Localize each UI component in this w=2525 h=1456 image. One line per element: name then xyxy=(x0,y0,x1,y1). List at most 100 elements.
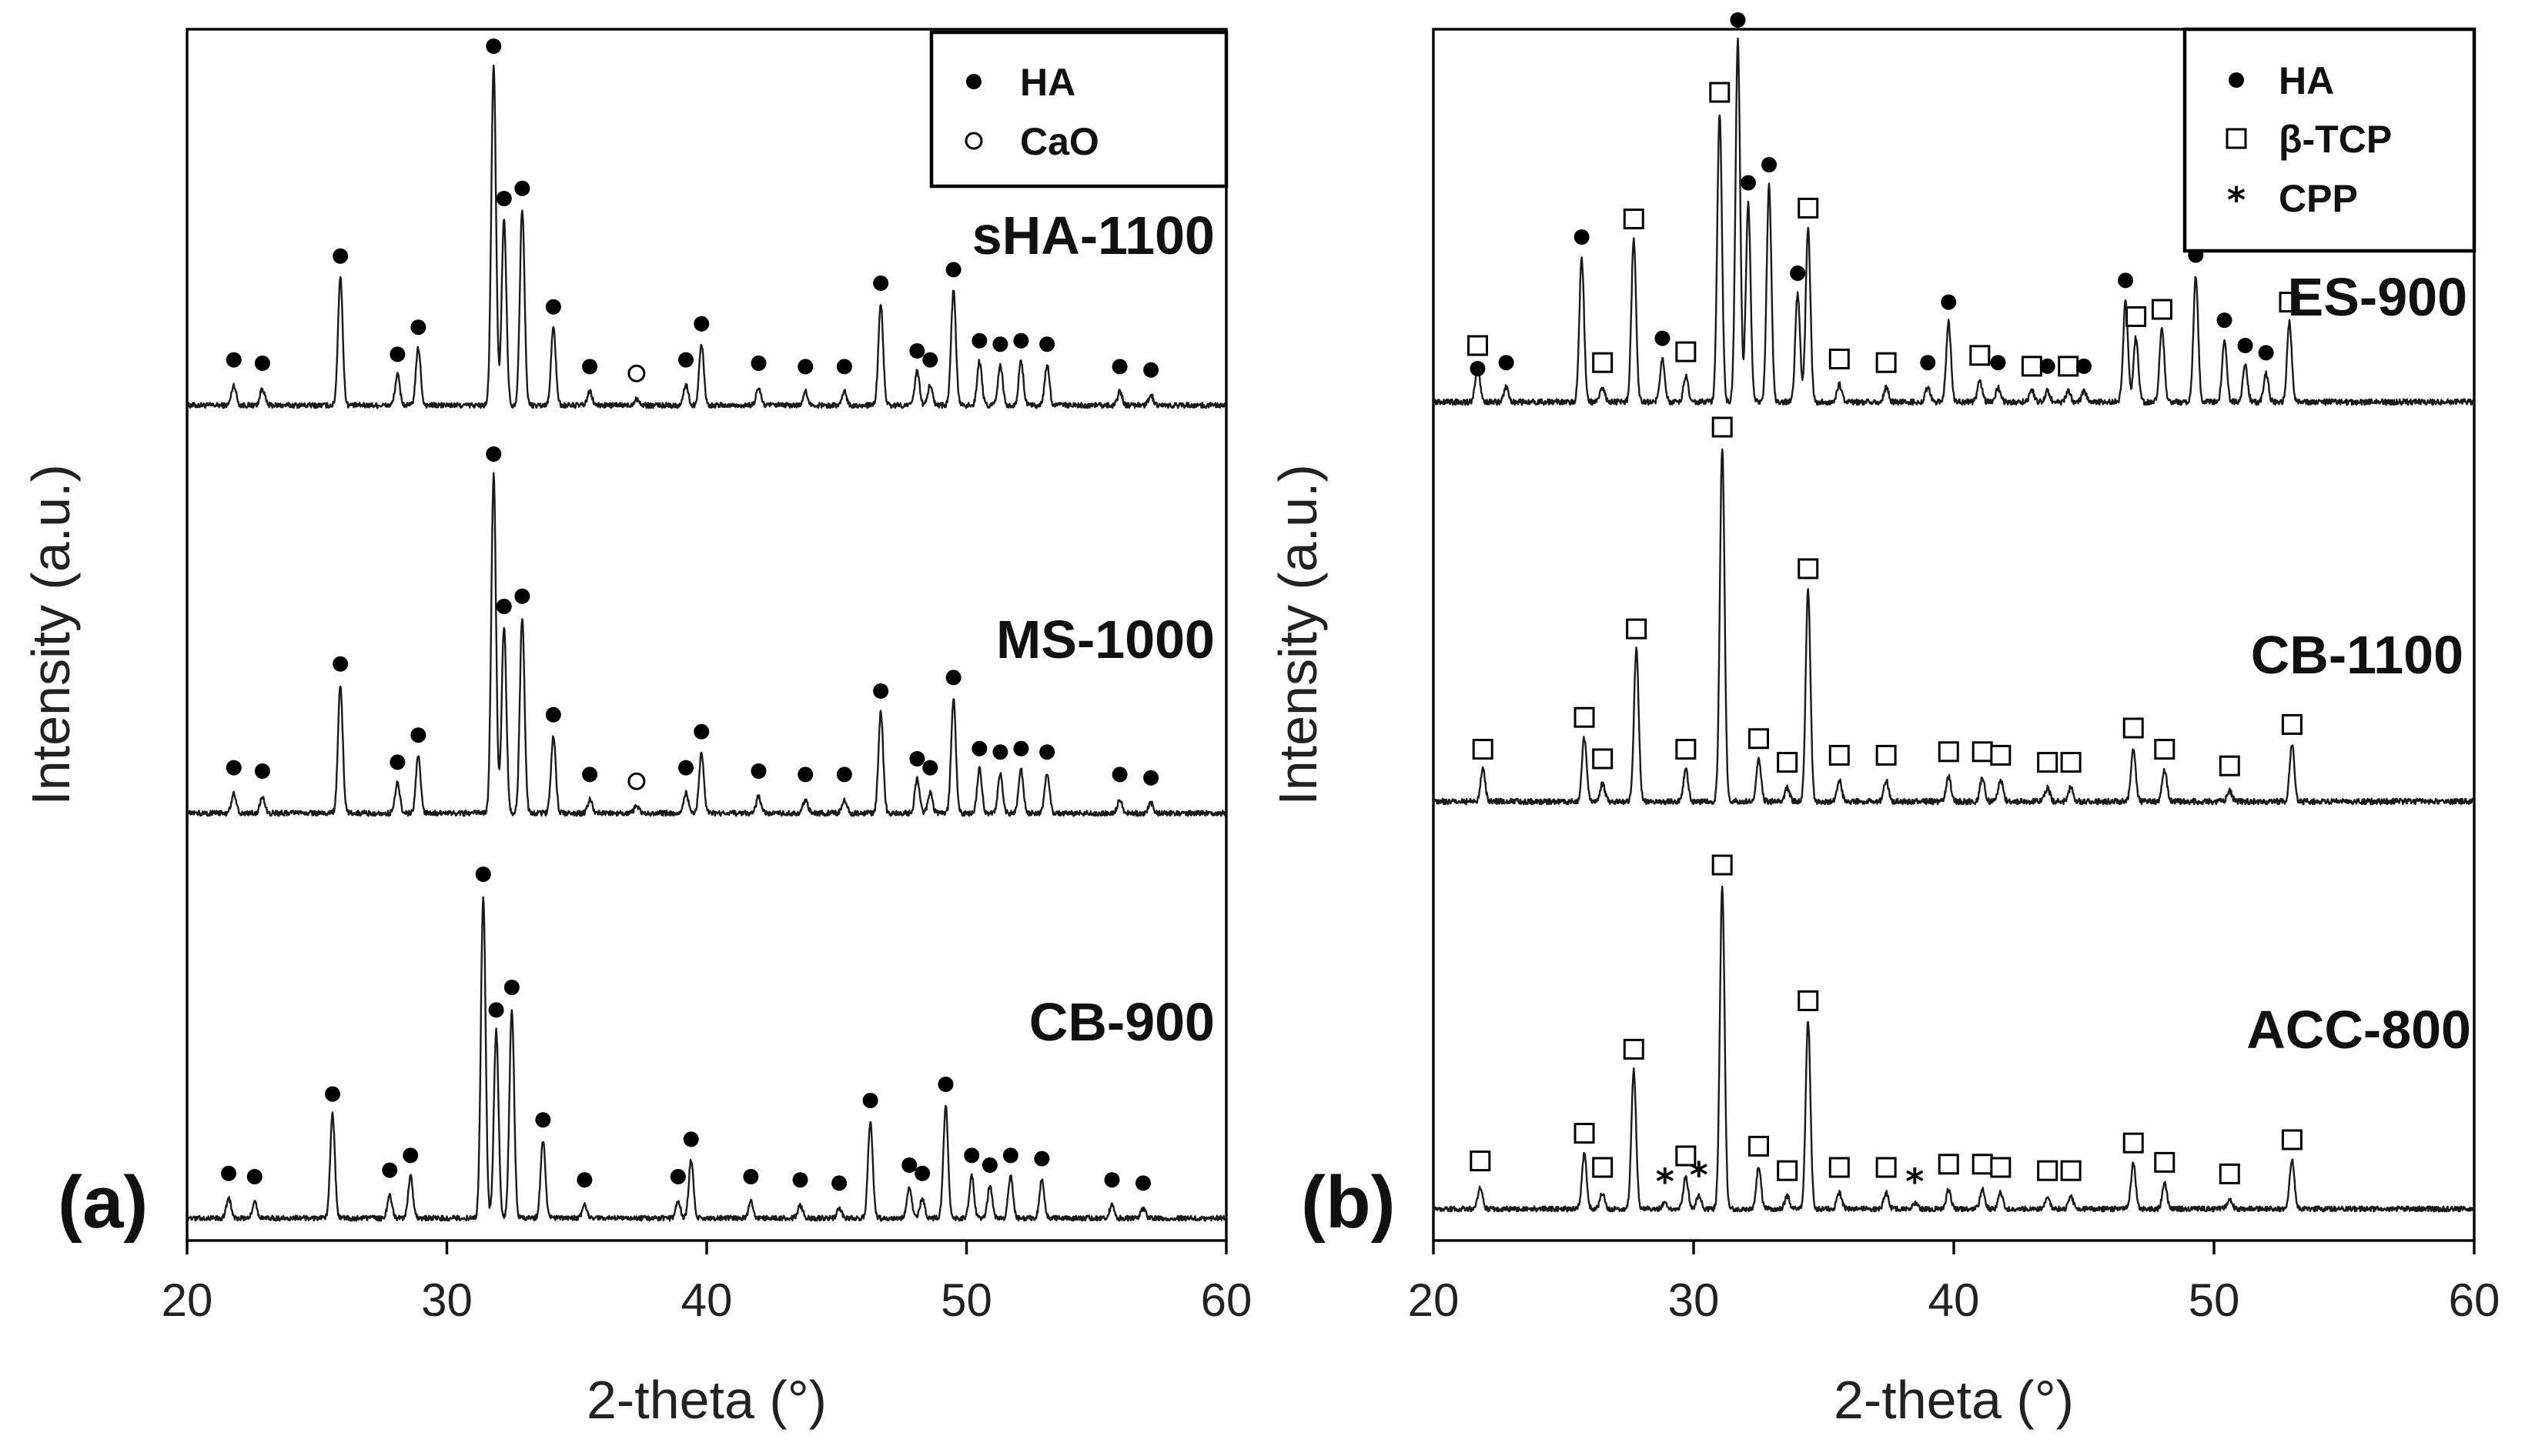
peak-marker-ha xyxy=(798,359,814,375)
legend-open-square-icon xyxy=(2226,128,2247,149)
peak-marker-ha xyxy=(694,723,710,740)
peak-marker-beta-tcp xyxy=(1709,82,1731,103)
peak-marker-ha xyxy=(545,706,561,723)
peak-marker-beta-tcp xyxy=(2060,1160,2082,1181)
legend-a: HA CaO xyxy=(929,30,1229,189)
peak-marker-ha xyxy=(862,1093,878,1108)
peak-marker-ha xyxy=(1920,355,1936,371)
peak-marker-beta-tcp xyxy=(2279,292,2300,313)
peak-marker-beta-tcp xyxy=(1472,739,1493,760)
peak-marker-beta-tcp xyxy=(2060,752,2082,773)
peak-marker-beta-tcp xyxy=(2281,713,2303,735)
peak-marker-ha xyxy=(694,316,710,332)
trace-cb-1100 xyxy=(1432,448,2476,806)
series-label-sha-1100: sHA-1100 xyxy=(972,205,1215,265)
peak-marker-cao xyxy=(627,364,646,382)
peak-marker-ha xyxy=(2237,338,2253,353)
peak-marker-ha xyxy=(831,1175,848,1191)
peak-marker-beta-tcp xyxy=(1798,990,1819,1011)
peak-marker-ha xyxy=(743,1169,759,1184)
peak-marker-ha xyxy=(1039,744,1055,760)
peak-marker-ha xyxy=(922,760,938,776)
peak-marker-beta-tcp xyxy=(1990,1157,2012,1178)
peak-marker-ha xyxy=(333,248,349,264)
peak-marker-beta-tcp xyxy=(1592,352,1614,373)
peak-marker-ha xyxy=(683,1131,699,1147)
peak-markers-a xyxy=(221,38,1159,1191)
peak-marker-beta-tcp xyxy=(1972,741,1993,763)
x-ticks-a: 20 30 40 50 60 xyxy=(162,1241,1252,1326)
peak-marker-ha xyxy=(254,356,270,371)
legend-label-ha: HA xyxy=(1020,61,1075,104)
x-tick-label: 40 xyxy=(1928,1274,1980,1326)
peak-marker-ha xyxy=(496,599,512,614)
peak-marker-ha xyxy=(1790,265,1806,281)
peak-marker-ha xyxy=(1034,1150,1050,1167)
x-tick-label: 20 xyxy=(162,1274,213,1326)
peak-marker-ha xyxy=(992,336,1008,352)
peak-marker-ha xyxy=(1498,355,1514,371)
x-axis-label-b: 2-theta (°) xyxy=(1834,1370,2074,1430)
peak-marker-ha xyxy=(390,754,406,770)
peak-marker-beta-tcp xyxy=(1875,352,1897,373)
peak-marker-beta-tcp xyxy=(1875,744,1897,766)
peak-marker-ha xyxy=(221,1165,236,1181)
peak-marker-ha xyxy=(751,763,767,779)
peak-marker-ha xyxy=(1135,1175,1151,1191)
peak-marker-beta-tcp xyxy=(2058,356,2079,377)
peak-marker-beta-tcp xyxy=(1938,741,1959,763)
x-tick-label: 50 xyxy=(2189,1274,2240,1326)
peak-marker-cao xyxy=(627,772,646,790)
peak-marker-beta-tcp xyxy=(1626,618,1647,640)
legend-label-beta-tcp: β-TCP xyxy=(2279,118,2392,161)
x-tick-label: 60 xyxy=(1201,1274,1252,1326)
peak-marker-ha xyxy=(382,1162,398,1178)
peak-marker-ha xyxy=(836,766,852,783)
peak-marker-beta-tcp xyxy=(1828,1157,1850,1178)
peak-markers-b: * * * xyxy=(1467,12,2303,1203)
traces-a xyxy=(186,64,1228,1222)
peak-marker-ha xyxy=(873,683,889,699)
legend-label-cao: CaO xyxy=(1020,120,1099,163)
peak-marker-beta-tcp xyxy=(2219,755,2240,776)
peak-marker-beta-tcp xyxy=(1828,349,1850,369)
x-tick-label: 30 xyxy=(1668,1274,1720,1326)
trace-ms-1000 xyxy=(186,472,1228,817)
peak-marker-beta-tcp xyxy=(1938,1154,1959,1175)
peak-marker-ha xyxy=(545,299,561,315)
peak-marker-ha xyxy=(486,446,502,462)
series-label-es-900: ES-900 xyxy=(2288,267,2467,327)
peak-marker-ha xyxy=(2039,358,2055,374)
panel-b: * * * ES-900 CB-1100 ACC-800 HA β-TCP * CP… xyxy=(1268,12,2500,1430)
peak-marker-ha xyxy=(1740,175,1756,191)
y-axis-label-b: Intensity (a.u.) xyxy=(1268,464,1328,806)
peak-marker-ha xyxy=(964,1147,980,1164)
peak-marker-ha xyxy=(901,1157,918,1173)
peak-marker-beta-tcp xyxy=(2219,1163,2240,1184)
peak-marker-ha xyxy=(1143,362,1159,378)
x-tick-label: 50 xyxy=(941,1274,992,1326)
peak-marker-ha xyxy=(1013,332,1029,349)
peak-marker-ha xyxy=(982,1157,998,1173)
legend-box-a xyxy=(929,30,1229,189)
peak-marker-beta-tcp xyxy=(1711,854,1733,876)
peak-marker-beta-tcp xyxy=(2125,306,2147,327)
peak-marker-ha xyxy=(582,766,598,783)
trace-sha-1100 xyxy=(186,64,1227,409)
peak-marker-ha xyxy=(226,352,242,368)
peak-marker-ha xyxy=(390,346,406,362)
peak-marker-ha xyxy=(486,38,502,54)
peak-marker-ha xyxy=(945,670,962,686)
peak-marker-ha xyxy=(1941,294,1957,310)
peak-marker-ha xyxy=(1761,157,1778,172)
peak-marker-beta-tcp xyxy=(1972,1154,1993,1175)
x-axis-label-a: 2-theta (°) xyxy=(587,1370,827,1430)
peak-marker-ha xyxy=(503,980,520,995)
peak-marker-beta-tcp xyxy=(2021,356,2042,377)
peak-marker-beta-tcp xyxy=(1777,1160,1798,1181)
peak-marker-ha xyxy=(410,319,426,336)
peak-marker-beta-tcp xyxy=(1748,1135,1769,1157)
panel-label-b: (b) xyxy=(1301,1161,1396,1244)
peak-marker-ha xyxy=(1013,740,1029,756)
peak-marker-beta-tcp xyxy=(2281,1129,2303,1150)
